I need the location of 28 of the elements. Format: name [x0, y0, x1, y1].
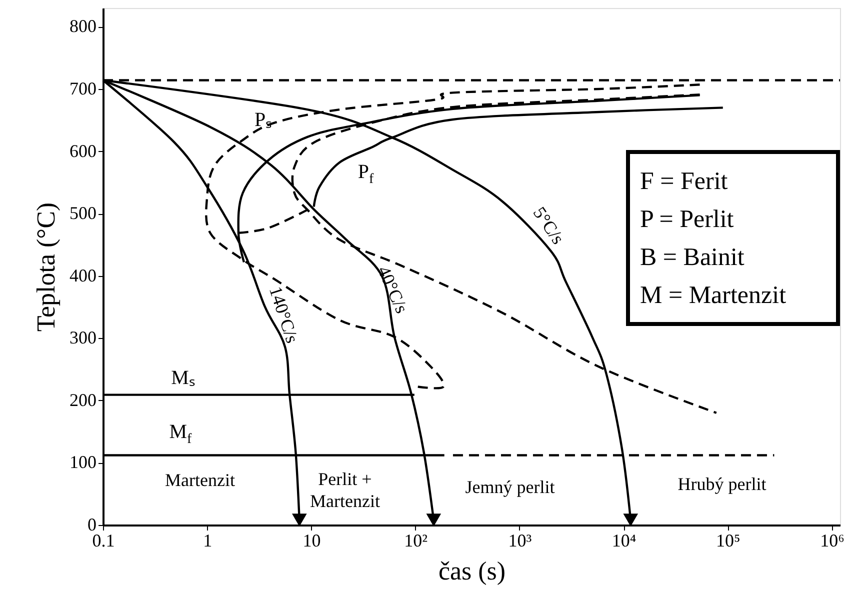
x-tick-label: 10: [302, 530, 321, 550]
y-tick-label: 200: [70, 390, 96, 410]
x-tick-label: 10⁵: [716, 530, 740, 550]
y-tick-label: 600: [70, 140, 96, 161]
x-tick-label: 10²: [404, 530, 428, 550]
y-tick-label: 700: [70, 78, 96, 98]
annotation: Jemný perlit: [465, 477, 555, 497]
annotation: Mₛ: [171, 367, 195, 389]
annotation: 140°C/s: [265, 284, 302, 346]
x-tick-label: 1: [203, 530, 212, 550]
annotation: M = Martenzit: [640, 282, 786, 309]
x-tick-label: 10⁴: [612, 530, 636, 550]
annotation: P = Perlit: [640, 206, 734, 233]
annotation: Perlit + Martenzit: [310, 469, 380, 511]
annotation: Pₛ: [254, 109, 272, 131]
annotation: Martenzit: [165, 470, 235, 490]
annotation: B = Bainit: [640, 244, 744, 271]
y-tick-label: 100: [70, 452, 96, 472]
annotation: F = Ferit: [640, 168, 728, 195]
y-tick-label: 800: [70, 16, 96, 36]
y-tick-label: 400: [70, 265, 96, 286]
x-tick-label: 10⁶: [820, 530, 844, 550]
y-axis-title: Teplota (°C): [32, 202, 60, 332]
y-tick-label: 500: [70, 203, 96, 224]
annotation: Hrubý perlit: [678, 474, 766, 494]
y-tick-label: 300: [70, 328, 96, 348]
x-axis-title: čas (s): [438, 556, 506, 586]
x-tick-label: 10³: [508, 530, 532, 550]
